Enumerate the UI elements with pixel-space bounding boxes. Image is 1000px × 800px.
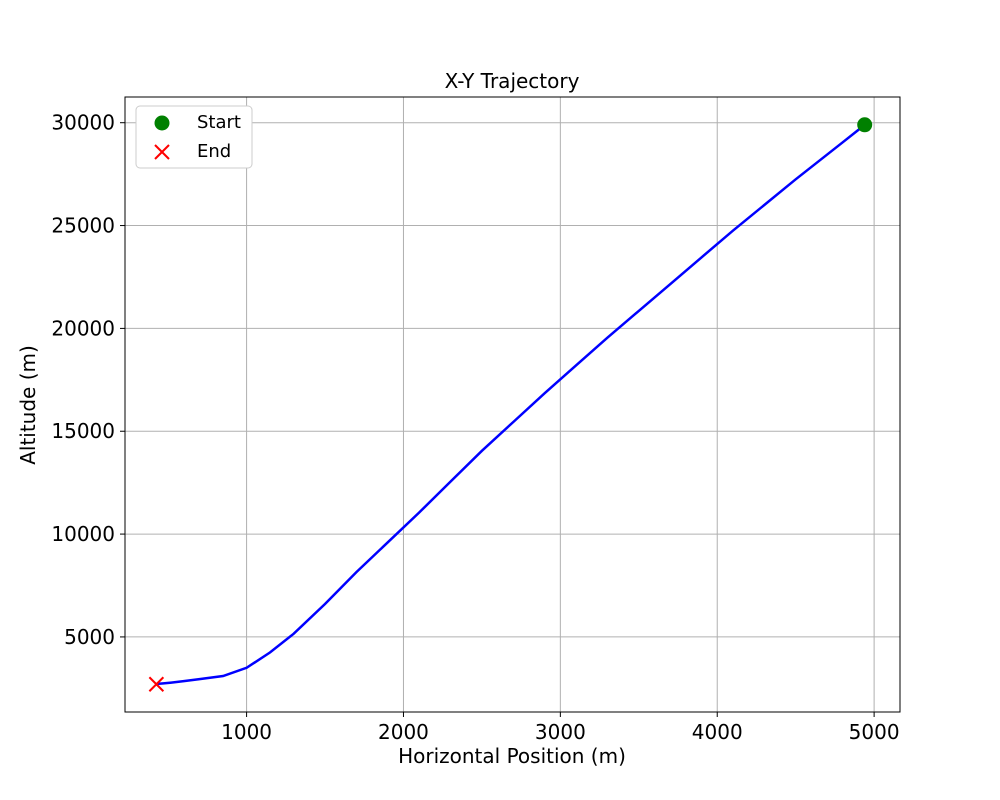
x-tick-label: 4000 <box>692 720 743 744</box>
y-axis-label: Altitude (m) <box>16 345 40 465</box>
x-tick-label: 3000 <box>535 720 586 744</box>
x-tick-label: 1000 <box>221 720 272 744</box>
y-tick-label: 10000 <box>51 522 115 546</box>
y-tick-label: 15000 <box>51 419 115 443</box>
y-tick-label: 20000 <box>51 316 115 340</box>
end-marker-stroke <box>148 676 165 692</box>
chart-title: X-Y Trajectory <box>445 69 580 93</box>
y-tick-label: 25000 <box>51 214 115 238</box>
y-tick-label: 30000 <box>51 111 115 135</box>
legend: Start End <box>135 105 253 169</box>
legend-end-marker <box>154 144 170 160</box>
legend-end-label: End <box>197 141 231 162</box>
y-tick-label: 5000 <box>64 625 115 649</box>
x-axis-label: Horizontal Position (m) <box>398 744 626 768</box>
axis-ticks: 1000 2000 3000 4000 5000 5000 10000 15000 20000 2… <box>51 111 899 744</box>
x-tick-label: 2000 <box>378 720 429 744</box>
end-marker <box>148 676 165 692</box>
legend-start-label: Start <box>197 112 241 133</box>
trajectory-line <box>156 123 866 686</box>
start-marker <box>857 117 873 133</box>
grid <box>125 97 900 712</box>
plot-frame <box>124 96 901 713</box>
x-tick-label: 5000 <box>849 720 900 744</box>
markers <box>148 117 873 692</box>
legend-start-marker <box>154 115 170 131</box>
